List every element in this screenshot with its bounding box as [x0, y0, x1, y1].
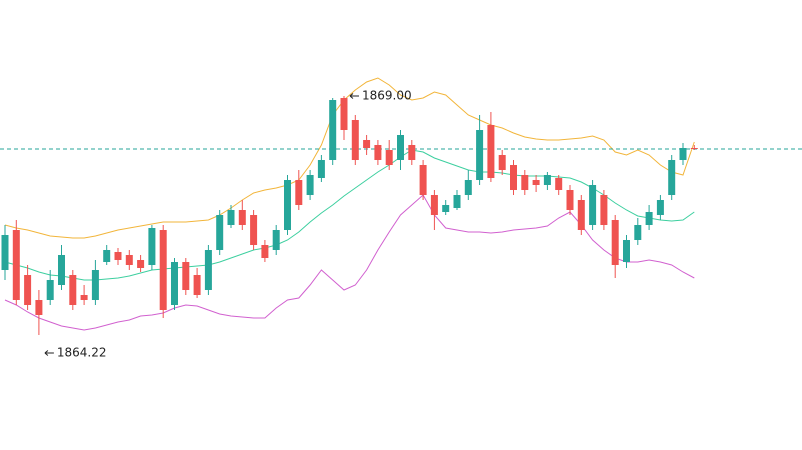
candle-body — [137, 260, 145, 268]
candle-body — [171, 262, 178, 305]
candle-body — [204, 250, 212, 290]
annotation-arrow — [44, 350, 54, 356]
candle-body — [69, 275, 77, 305]
candle-body — [148, 228, 156, 265]
candle-body — [453, 195, 461, 208]
candle-body — [623, 240, 630, 262]
candle-body — [589, 185, 597, 225]
annotation-label: 1864.22 — [57, 346, 107, 360]
band-line — [4, 149, 695, 281]
candle-body — [385, 150, 393, 165]
candle-body — [58, 255, 65, 285]
candle-body — [543, 175, 551, 185]
candle-body — [182, 262, 190, 290]
candle-body — [24, 275, 32, 305]
candle-body — [600, 195, 608, 225]
candle-body — [238, 210, 246, 225]
candle-body — [532, 180, 540, 185]
candle-body — [656, 200, 664, 215]
candle-body — [498, 155, 506, 170]
candle-body — [419, 165, 427, 195]
candle-body — [46, 280, 54, 300]
candle-body — [476, 130, 484, 180]
candle-body — [103, 250, 111, 262]
candle-body — [566, 190, 574, 210]
candle-body — [216, 215, 224, 250]
candle-body — [91, 270, 99, 300]
candle-body — [35, 300, 43, 315]
candle-body — [329, 100, 337, 160]
candle-body — [114, 252, 122, 260]
candle-body — [510, 165, 517, 190]
candle-body — [374, 145, 382, 160]
candle-body — [442, 205, 450, 212]
candle-body — [1, 235, 9, 270]
candle-body — [159, 230, 167, 310]
candle-body — [645, 212, 653, 225]
annotation-label: 1869.00 — [362, 89, 412, 103]
candle-body — [261, 245, 269, 258]
candle-body — [340, 98, 348, 130]
candle-body — [408, 145, 416, 160]
annotation-arrow — [349, 93, 359, 99]
candle-body — [521, 175, 529, 190]
candle-body — [690, 148, 698, 149]
candle-body — [272, 230, 280, 250]
candle-body — [430, 195, 438, 215]
candle-body — [577, 200, 585, 230]
band-line — [4, 77, 695, 239]
candle-body — [351, 120, 359, 160]
candle-body — [611, 220, 619, 265]
candle-body — [555, 178, 563, 190]
candle-body — [227, 210, 235, 225]
candle-body — [679, 148, 687, 160]
candle-body — [634, 225, 642, 240]
candle-body — [363, 140, 371, 148]
candle-body — [317, 160, 325, 178]
candle-body — [284, 180, 291, 230]
candle-body — [12, 230, 20, 300]
candle-body — [487, 125, 495, 178]
candle-body — [668, 160, 676, 195]
candle-body — [464, 180, 472, 195]
candle-body — [306, 175, 314, 195]
candle-body — [295, 180, 303, 205]
candle-body — [250, 215, 258, 245]
candle-body — [397, 135, 404, 160]
candle-body — [80, 295, 88, 300]
candle-body — [125, 255, 133, 265]
candle-body — [193, 275, 201, 295]
